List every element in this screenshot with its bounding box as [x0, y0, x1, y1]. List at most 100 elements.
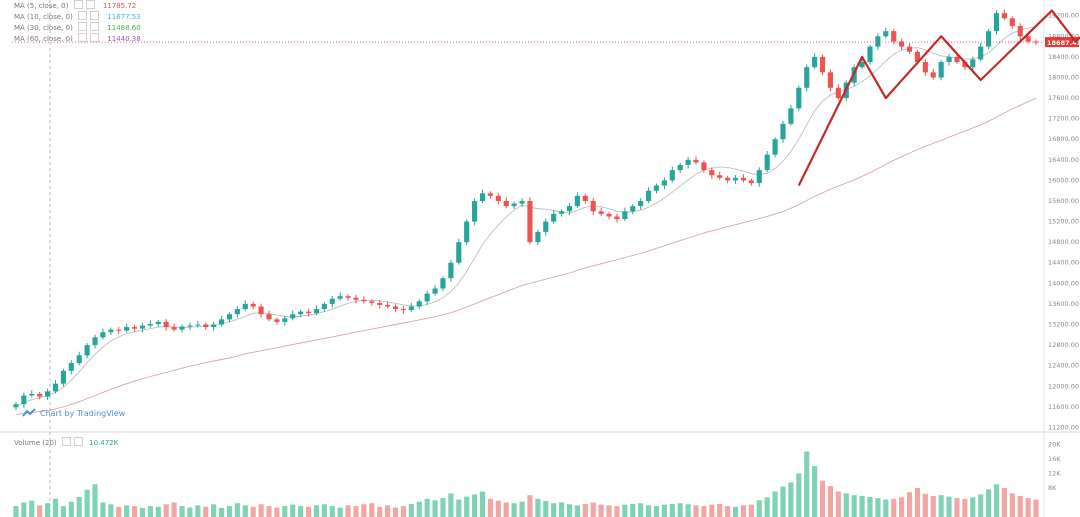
candle-body [970, 59, 976, 68]
volume-bar [938, 495, 944, 517]
volume-bar [13, 506, 19, 517]
volume-bar [725, 506, 731, 517]
candle-body [448, 262, 454, 279]
volume-bar [590, 502, 596, 517]
candle-body [400, 309, 407, 311]
candle-body [1025, 36, 1031, 42]
candle-body [835, 87, 841, 99]
settings-icon[interactable] [73, 437, 83, 446]
settings-icon[interactable] [90, 22, 100, 31]
volume-bar [740, 505, 747, 517]
settings-icon[interactable] [90, 11, 100, 20]
volume-bar [68, 501, 74, 517]
volume-bar [408, 503, 414, 517]
volume-bar [843, 493, 849, 517]
candle-body [45, 391, 51, 397]
volume-bar [748, 504, 754, 517]
volume-bar [353, 506, 359, 517]
candle-body [432, 288, 438, 294]
candle-body [899, 41, 905, 47]
volume-bar [432, 500, 438, 517]
settings-icon[interactable] [90, 33, 100, 42]
candle-body [819, 56, 826, 73]
legend-ma60[interactable]: MA (60, close, 0) 11440.38 [14, 33, 141, 43]
visibility-toggle-icon[interactable] [78, 33, 88, 42]
price-tick-label: 18400.00 [1048, 53, 1079, 61]
volume-bar [29, 500, 35, 517]
volume-label: Volume (20) [14, 439, 57, 447]
candle-body [479, 193, 486, 201]
legend-ma30[interactable]: MA (30, close, 0) 11488.60 [14, 22, 141, 32]
candle-body [108, 329, 114, 333]
volume-bar [226, 506, 233, 517]
volume-legend[interactable]: Volume (20) 10.472K [14, 437, 118, 447]
volume-bar [1025, 498, 1031, 517]
tradingview-branding[interactable]: Chart by TradingView [22, 408, 125, 418]
candle-body [392, 306, 399, 310]
candle-body [938, 62, 944, 78]
ma-slow-line [15, 97, 1037, 416]
volume-bar [487, 498, 493, 517]
price-tick-label: 11600.00 [1048, 403, 1079, 411]
volume-bar [653, 506, 660, 517]
volume-bar [472, 494, 478, 517]
volume-bar [622, 504, 628, 517]
candle-body [290, 314, 296, 319]
volume-bar [345, 505, 351, 517]
candle-body [748, 180, 754, 183]
volume-bar [527, 495, 533, 517]
price-tick-label: 18800.00 [1048, 32, 1079, 40]
volume-bar [645, 505, 652, 517]
settings-icon[interactable] [85, 0, 95, 9]
volume-bar [614, 506, 620, 517]
candle-body [543, 221, 549, 232]
volume-bar [638, 503, 644, 517]
candle-body [962, 62, 968, 68]
volume-bar [780, 486, 786, 517]
visibility-toggle-icon[interactable] [78, 11, 88, 20]
candle-body [440, 278, 446, 289]
volume-bar [242, 505, 248, 517]
visibility-toggle-icon[interactable] [73, 0, 83, 9]
candle-body [416, 301, 422, 307]
candle-body [52, 383, 59, 392]
volume-bar [84, 489, 90, 517]
legend-ma5[interactable]: MA (5, close, 0) 11785.72 [14, 0, 136, 10]
volume-bar [954, 498, 960, 517]
candle-body [21, 395, 27, 405]
price-tick-label: 16800.00 [1048, 135, 1079, 143]
candle-body [717, 175, 723, 178]
candle-body [472, 200, 478, 222]
volume-bar [464, 496, 470, 517]
candle-body [614, 216, 620, 219]
volume-bar [1033, 499, 1039, 517]
legend-ma60-value: 11440.38 [107, 35, 141, 43]
volume-bar [337, 507, 343, 517]
visibility-toggle-icon[interactable] [78, 22, 88, 31]
volume-bar [661, 504, 667, 517]
volume-bar [804, 451, 810, 517]
candle-body [116, 329, 122, 331]
candle-body [645, 190, 652, 201]
volume-bar [369, 503, 375, 517]
volume-bar [218, 507, 225, 517]
candle-body [29, 393, 35, 396]
trend-annotation-line [797, 9, 1080, 186]
price-tick-label: 17600.00 [1048, 94, 1079, 102]
volume-bar [906, 492, 913, 517]
candle-body [590, 200, 596, 212]
price-tick-label: 17200.00 [1048, 115, 1079, 123]
candle-body [535, 231, 541, 243]
volume-bar [108, 504, 114, 517]
visibility-toggle-icon[interactable] [61, 437, 71, 446]
candle-body [456, 242, 462, 263]
legend-ma10[interactable]: MA (10, close, 0) 11677.53 [14, 11, 141, 21]
candle-body [986, 31, 992, 47]
volume-bar [400, 506, 407, 517]
candle-body [171, 327, 177, 330]
volume-bar [361, 504, 367, 517]
candle-body [519, 200, 525, 204]
volume-bar [203, 506, 209, 517]
candle-body [282, 318, 288, 322]
